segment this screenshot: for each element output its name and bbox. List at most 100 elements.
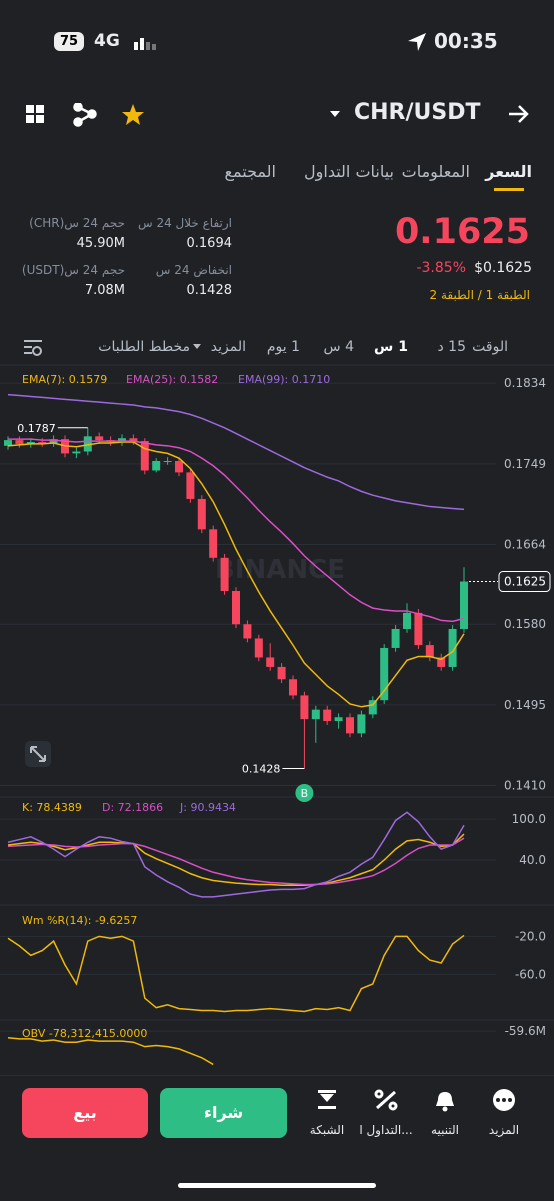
- candle-body: [4, 440, 12, 446]
- buy-button[interactable]: شراء: [160, 1088, 287, 1138]
- kdj-line: [7, 811, 465, 898]
- legend-entry: EMA(7): 0.1579: [22, 373, 107, 386]
- stat-value: 7.08M: [84, 283, 125, 298]
- stat-label: ارتفاع خلال 24 س: [137, 216, 232, 230]
- candle-body: [220, 557, 229, 592]
- interval[interactable]: 4 س: [323, 339, 354, 355]
- tab-active[interactable]: السعر: [485, 162, 532, 181]
- nav-label[interactable]: التداول ا...: [359, 1123, 413, 1137]
- candle-body: [346, 717, 354, 734]
- kdj-line: [7, 837, 465, 886]
- candle-body: [209, 529, 218, 558]
- candle-body: [175, 461, 183, 473]
- y-tick-label: -20.0: [515, 929, 546, 943]
- current-price-box: [498, 571, 551, 593]
- candle-body: [163, 461, 172, 463]
- back-arrow[interactable]: [506, 102, 530, 126]
- layer: الطبقة 1 / الطبقة 2: [429, 288, 530, 302]
- pair[interactable]: CHR/USDT: [354, 100, 481, 125]
- nav-label[interactable]: التنبيه: [431, 1123, 459, 1137]
- legend-entry: OBV -78,312,415.0000: [22, 1027, 147, 1040]
- expand-icon[interactable]: [24, 740, 52, 768]
- battery: 75: [54, 32, 84, 51]
- candle-body: [368, 700, 377, 715]
- y-tick-label: 40.0: [519, 853, 546, 867]
- candle-body: [95, 436, 104, 441]
- y-tick-label: 0.1749: [504, 457, 546, 471]
- y-tick-label: -60.0: [515, 967, 546, 981]
- candle-body: [197, 498, 206, 530]
- y-tick-label: 0.1664: [504, 538, 546, 552]
- candle-body: [289, 679, 297, 696]
- legend-entry: J: 90.9434: [179, 801, 236, 814]
- y-tick-label: 0.1834: [504, 376, 546, 390]
- tab[interactable]: المعلومات: [401, 162, 470, 181]
- candle-body: [243, 624, 252, 639]
- y-tick-label: 0.1580: [504, 617, 546, 631]
- candle-body: [254, 638, 263, 658]
- wr-line: [7, 934, 465, 1013]
- candle-body: [83, 436, 92, 452]
- nav-icons: [318, 1089, 515, 1112]
- legend-entry: EMA(99): 0.1710: [238, 373, 330, 386]
- interval[interactable]: المزيد: [210, 339, 246, 355]
- interval[interactable]: الوقت: [472, 339, 508, 355]
- stat-value: 0.1428: [186, 283, 233, 298]
- candle-body: [403, 612, 411, 629]
- candle-body: [152, 461, 161, 471]
- candle-body: [448, 628, 457, 667]
- dropdown-icon[interactable]: [328, 108, 342, 120]
- candle-body: [391, 628, 400, 648]
- candle-body: [15, 440, 24, 444]
- candle-body: [26, 442, 35, 444]
- candle-body: [277, 666, 286, 680]
- candle-body: [129, 438, 138, 442]
- header-icons[interactable]: [24, 103, 154, 127]
- obv-line: [7, 1037, 214, 1066]
- candle-body: [357, 714, 366, 734]
- candle-body: [266, 657, 275, 667]
- stat-label: حجم 24 س(CHR): [29, 216, 125, 230]
- nav-label[interactable]: الشبكة: [309, 1123, 345, 1137]
- interval-active[interactable]: 1 س: [374, 339, 408, 355]
- candle-body: [72, 451, 81, 454]
- depth-chart[interactable]: مخطط الطلبات: [98, 339, 190, 355]
- usd-price: $0.1625: [474, 260, 532, 276]
- candle-body: [38, 442, 47, 444]
- stat-label: انخفاض 24 س: [155, 263, 232, 277]
- signal-icon: [134, 38, 156, 50]
- candle-body: [323, 709, 332, 722]
- candle-body: [186, 472, 195, 499]
- legend-entry: D: 72.1866: [102, 801, 163, 814]
- interval[interactable]: 15 د: [437, 339, 466, 355]
- sell-button[interactable]: بيع: [22, 1088, 148, 1138]
- candle-body: [232, 591, 240, 625]
- tab-underline: [494, 188, 524, 191]
- tab[interactable]: بيانات التداول: [304, 162, 394, 181]
- low-label: 0.1428: [242, 762, 281, 775]
- stat-label: حجم 24 س(USDT): [21, 263, 125, 277]
- stat-value: 0.1694: [186, 236, 233, 251]
- high-label: 0.1787: [17, 422, 56, 435]
- tab[interactable]: المجتمع: [224, 162, 277, 181]
- y-tick-label: 100.0: [512, 812, 546, 826]
- home-indicator: [178, 1183, 376, 1188]
- settings-icon[interactable]: [22, 338, 44, 358]
- watermark: BINANCE: [215, 555, 345, 585]
- current-price-label: 0.1625: [504, 575, 546, 589]
- legend-entry: EMA(25): 0.1582: [126, 373, 218, 386]
- candle-body: [460, 581, 468, 629]
- stat-value: 45.90M: [76, 236, 125, 251]
- interval[interactable]: 1 يوم: [266, 339, 300, 355]
- ema-line: [8, 438, 465, 623]
- candle-body: [311, 709, 320, 720]
- network: 4G: [94, 31, 120, 51]
- candle-body: [118, 438, 126, 443]
- nav-label[interactable]: المزيد: [488, 1123, 520, 1137]
- buy-marker-label: B: [301, 787, 309, 800]
- candle-body: [414, 612, 423, 646]
- candle-body: [140, 441, 149, 471]
- y-tick-label: 0.1495: [504, 698, 546, 712]
